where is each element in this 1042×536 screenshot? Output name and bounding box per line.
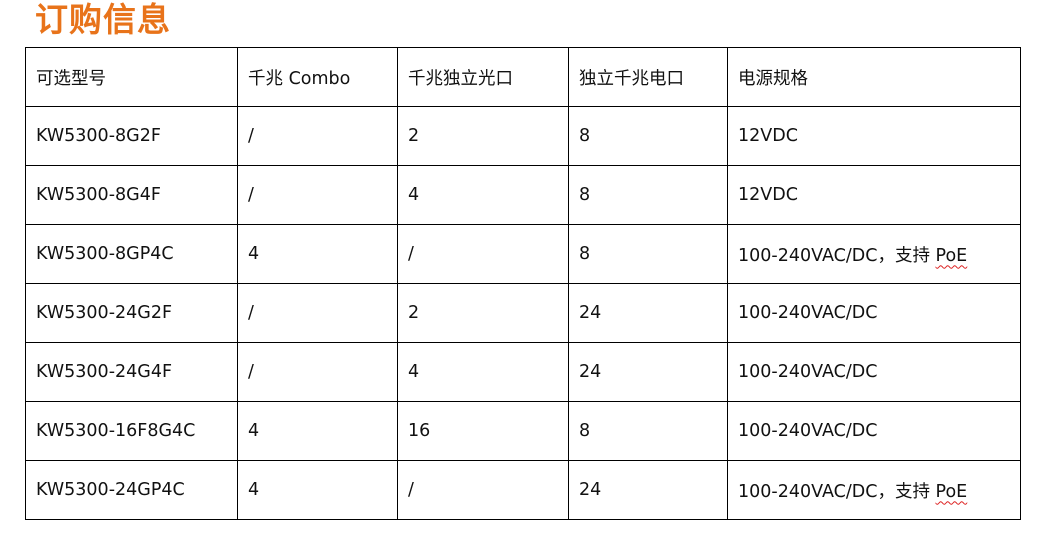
cell-power: 100-240VAC/DC	[727, 283, 1021, 343]
cell-copper-ports: 24	[568, 460, 728, 520]
cell-copper-ports: 24	[568, 342, 728, 402]
cell-model: KW5300-24G2F	[25, 283, 238, 343]
power-text: 100-240VAC/DC	[738, 362, 878, 382]
cell-model: KW5300-16F8G4C	[25, 401, 238, 461]
ordering-table: 可选型号 千兆 Combo 千兆独立光口 独立千兆电口 电源规格 KW5300-8G2F /…	[25, 47, 1021, 520]
cell-fiber-ports: 4	[397, 342, 569, 402]
cell-power: 12VDC	[727, 106, 1021, 166]
cell-combo: 4	[237, 401, 398, 461]
power-text: 100-240VAC/DC	[738, 303, 878, 323]
cell-copper-ports: 8	[568, 224, 728, 284]
table-header-row: 可选型号 千兆 Combo 千兆独立光口 独立千兆电口 电源规格	[25, 47, 1021, 107]
cell-combo: 4	[237, 224, 398, 284]
cell-model: KW5300-24GP4C	[25, 460, 238, 520]
cell-combo: /	[237, 106, 398, 166]
cell-model: KW5300-8GP4C	[25, 224, 238, 284]
cell-combo: /	[237, 342, 398, 402]
power-text: 100-240VAC/DC，支持	[738, 245, 936, 266]
table-row: KW5300-8G2F/2 8 12VDC	[25, 106, 1021, 166]
cell-fiber-ports: 4	[397, 165, 569, 225]
cell-power: 12VDC	[727, 165, 1021, 225]
cell-power: 100-240VAC/DC，支持 PoE	[727, 460, 1021, 520]
header-combo: 千兆 Combo	[237, 47, 398, 107]
power-text: 12VDC	[738, 126, 798, 146]
cell-combo: 4	[237, 460, 398, 520]
cell-combo: /	[237, 165, 398, 225]
table-row: KW5300-16F8G4C 4 16 8 100-240VAC/DC	[25, 401, 1021, 461]
cell-copper-ports: 8	[568, 106, 728, 166]
table-row: KW5300-24G4F/4 24 100-240VAC/DC	[25, 342, 1021, 402]
power-text: 12VDC	[738, 185, 798, 205]
cell-fiber-ports: 16	[397, 401, 569, 461]
table-row: KW5300-24GP4C 4/24 100-240VAC/DC，支持 PoE	[25, 460, 1021, 520]
cell-copper-ports: 24	[568, 283, 728, 343]
cell-combo: /	[237, 283, 398, 343]
cell-power: 100-240VAC/DC，支持 PoE	[727, 224, 1021, 284]
cell-model: KW5300-24G4F	[25, 342, 238, 402]
cell-fiber-ports: /	[397, 224, 569, 284]
table-row: KW5300-8GP4C 4/8 100-240VAC/DC，支持 PoE	[25, 224, 1021, 284]
header-power: 电源规格	[727, 47, 1021, 107]
cell-model: KW5300-8G2F	[25, 106, 238, 166]
poe-text: PoE	[935, 481, 968, 502]
cell-fiber-ports: 2	[397, 283, 569, 343]
header-fiber-ports: 千兆独立光口	[397, 47, 569, 107]
cell-power: 100-240VAC/DC	[727, 342, 1021, 402]
power-text: 100-240VAC/DC	[738, 421, 878, 441]
cell-fiber-ports: /	[397, 460, 569, 520]
table-row: KW5300-24G2F/2 24 100-240VAC/DC	[25, 283, 1021, 343]
cell-model: KW5300-8G4F	[25, 165, 238, 225]
poe-text: PoE	[935, 245, 968, 266]
cell-fiber-ports: 2	[397, 106, 569, 166]
cell-power: 100-240VAC/DC	[727, 401, 1021, 461]
cell-copper-ports: 8	[568, 401, 728, 461]
header-copper-ports: 独立千兆电口	[568, 47, 728, 107]
cell-copper-ports: 8	[568, 165, 728, 225]
table-row: KW5300-8G4F/4 8 12VDC	[25, 165, 1021, 225]
power-text: 100-240VAC/DC，支持	[738, 481, 936, 502]
section-title: 订购信息	[35, 0, 171, 39]
header-model: 可选型号	[25, 47, 238, 107]
